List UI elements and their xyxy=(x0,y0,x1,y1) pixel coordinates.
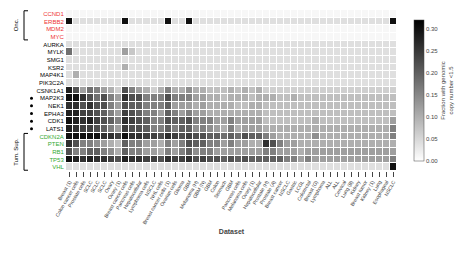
svg-text:Colon: Colon xyxy=(209,179,221,194)
svg-text:Lymphoma: Lymphoma xyxy=(309,179,327,203)
svg-text:PTEN: PTEN xyxy=(48,141,64,147)
svg-text:ALL: ALL xyxy=(323,179,333,190)
svg-text:Ovary (1): Ovary (1) xyxy=(240,179,256,200)
svg-text:NEK1: NEK1 xyxy=(48,103,64,109)
svg-text:Ovarian cells: Ovarian cells xyxy=(159,179,179,207)
svg-text:Lung: Lung xyxy=(372,179,383,192)
svg-text:0.25: 0.25 xyxy=(426,48,438,54)
svg-text:CDK1: CDK1 xyxy=(48,118,65,124)
svg-text:PIK3C2A: PIK3C2A xyxy=(39,80,64,86)
svg-text:ERBB2: ERBB2 xyxy=(44,19,64,25)
svg-text:CDKN2A: CDKN2A xyxy=(39,134,63,140)
svg-text:Glioma: Glioma xyxy=(172,179,185,196)
svg-text:Colon cancer cells: Colon cancer cells xyxy=(54,179,80,218)
svg-text:Kidney (1): Kidney (1) xyxy=(359,179,376,202)
svg-text:MAP2K3: MAP2K3 xyxy=(40,95,64,101)
svg-text:MYC: MYC xyxy=(50,34,64,40)
svg-text:TP53: TP53 xyxy=(49,157,64,163)
svg-text:0.20: 0.20 xyxy=(426,70,438,76)
svg-text:Melanoma (H): Melanoma (H) xyxy=(178,179,199,210)
svg-text:Prostate (H): Prostate (H) xyxy=(251,179,270,206)
svg-text:Breast cancer cells (1): Breast cancer cells (1) xyxy=(141,179,171,225)
svg-text:Pancreas cells: Pancreas cells xyxy=(114,179,136,211)
svg-text:LCGL: LCGL xyxy=(293,179,305,194)
svg-text:0.15: 0.15 xyxy=(426,92,438,98)
svg-text:EPHA3: EPHA3 xyxy=(44,111,64,117)
svg-text:Cervical: Cervical xyxy=(333,179,347,198)
svg-text:Lung (B): Lung (B) xyxy=(339,179,354,199)
svg-text:0.10: 0.10 xyxy=(426,114,438,120)
svg-text:SCLC: SCLC xyxy=(82,179,94,194)
svg-text:Lymphoma cells: Lymphoma cells xyxy=(127,179,150,214)
svg-text:Fraction with genomiccopy numb: Fraction with genomiccopy number <1.5 xyxy=(440,61,454,119)
svg-text:RB1: RB1 xyxy=(52,149,64,155)
svg-text:Breast cancer: Breast cancer xyxy=(263,179,284,209)
svg-text:GBM: GBM xyxy=(203,179,214,192)
svg-text:KSR2: KSR2 xyxy=(48,65,64,71)
svg-text:Esophageal: Esophageal xyxy=(371,179,389,205)
svg-text:0.05: 0.05 xyxy=(426,136,438,142)
svg-text:Hepatocellular: Hepatocellular xyxy=(122,179,143,210)
svg-text:GBM: GBM xyxy=(224,179,235,192)
svg-text:Gastric: Gastric xyxy=(285,179,298,196)
svg-text:LATS1: LATS1 xyxy=(46,126,65,132)
svg-text:AURKA: AURKA xyxy=(43,42,64,48)
svg-text:Ovary (1): Ovary (1) xyxy=(106,179,122,200)
svg-text:NSCLC: NSCLC xyxy=(277,179,291,197)
svg-text:NSCLC: NSCLC xyxy=(383,179,397,197)
svg-text:MYLK: MYLK xyxy=(47,49,63,55)
svg-text:NSCLC: NSCLC xyxy=(143,179,157,197)
svg-text:Prostate (A): Prostate (A) xyxy=(258,179,277,205)
svg-text:GBM: GBM xyxy=(181,179,192,192)
svg-text:Onc.: Onc. xyxy=(13,18,19,31)
svg-text:Breast (G): Breast (G) xyxy=(302,179,319,202)
svg-text:CCND1: CCND1 xyxy=(43,11,64,17)
svg-text:Dataset: Dataset xyxy=(219,228,245,235)
svg-text:ALL: ALL xyxy=(331,179,341,190)
svg-text:Tum. Sup.: Tum. Sup. xyxy=(13,138,19,166)
svg-text:SMG1: SMG1 xyxy=(47,57,65,63)
svg-text:SCLC: SCLC xyxy=(89,179,101,194)
svg-text:GBM (N): GBM (N) xyxy=(191,179,206,199)
svg-text:SCLC: SCLC xyxy=(96,179,108,194)
svg-text:0.30: 0.30 xyxy=(426,26,438,32)
svg-text:Breast cancer cells: Breast cancer cells xyxy=(103,179,130,219)
svg-text:Melanoma cells: Melanoma cells xyxy=(226,179,249,213)
svg-text:MDM2: MDM2 xyxy=(46,26,64,32)
svg-text:Colorectal: Colorectal xyxy=(296,179,312,201)
svg-text:Stomach: Stomach xyxy=(212,179,227,199)
svg-text:Breast (1): Breast (1) xyxy=(56,179,72,201)
svg-text:CSNK1A1: CSNK1A1 xyxy=(36,88,64,94)
svg-text:VHL: VHL xyxy=(52,164,64,170)
svg-text:Prostate cells: Prostate cells xyxy=(66,179,86,208)
svg-text:Hepatocellular: Hepatocellular xyxy=(242,179,263,210)
svg-text:Ovary: Ovary xyxy=(103,179,115,194)
svg-text:Pancreas cells: Pancreas cells xyxy=(220,179,242,211)
svg-text:Kidney: Kidney xyxy=(348,179,361,196)
svg-text:NHL cells: NHL cells xyxy=(148,179,164,201)
svg-text:Breast tumor: Breast tumor xyxy=(349,179,369,207)
svg-text:MAP4K1: MAP4K1 xyxy=(40,72,64,78)
svg-text:0.00: 0.00 xyxy=(426,158,438,164)
